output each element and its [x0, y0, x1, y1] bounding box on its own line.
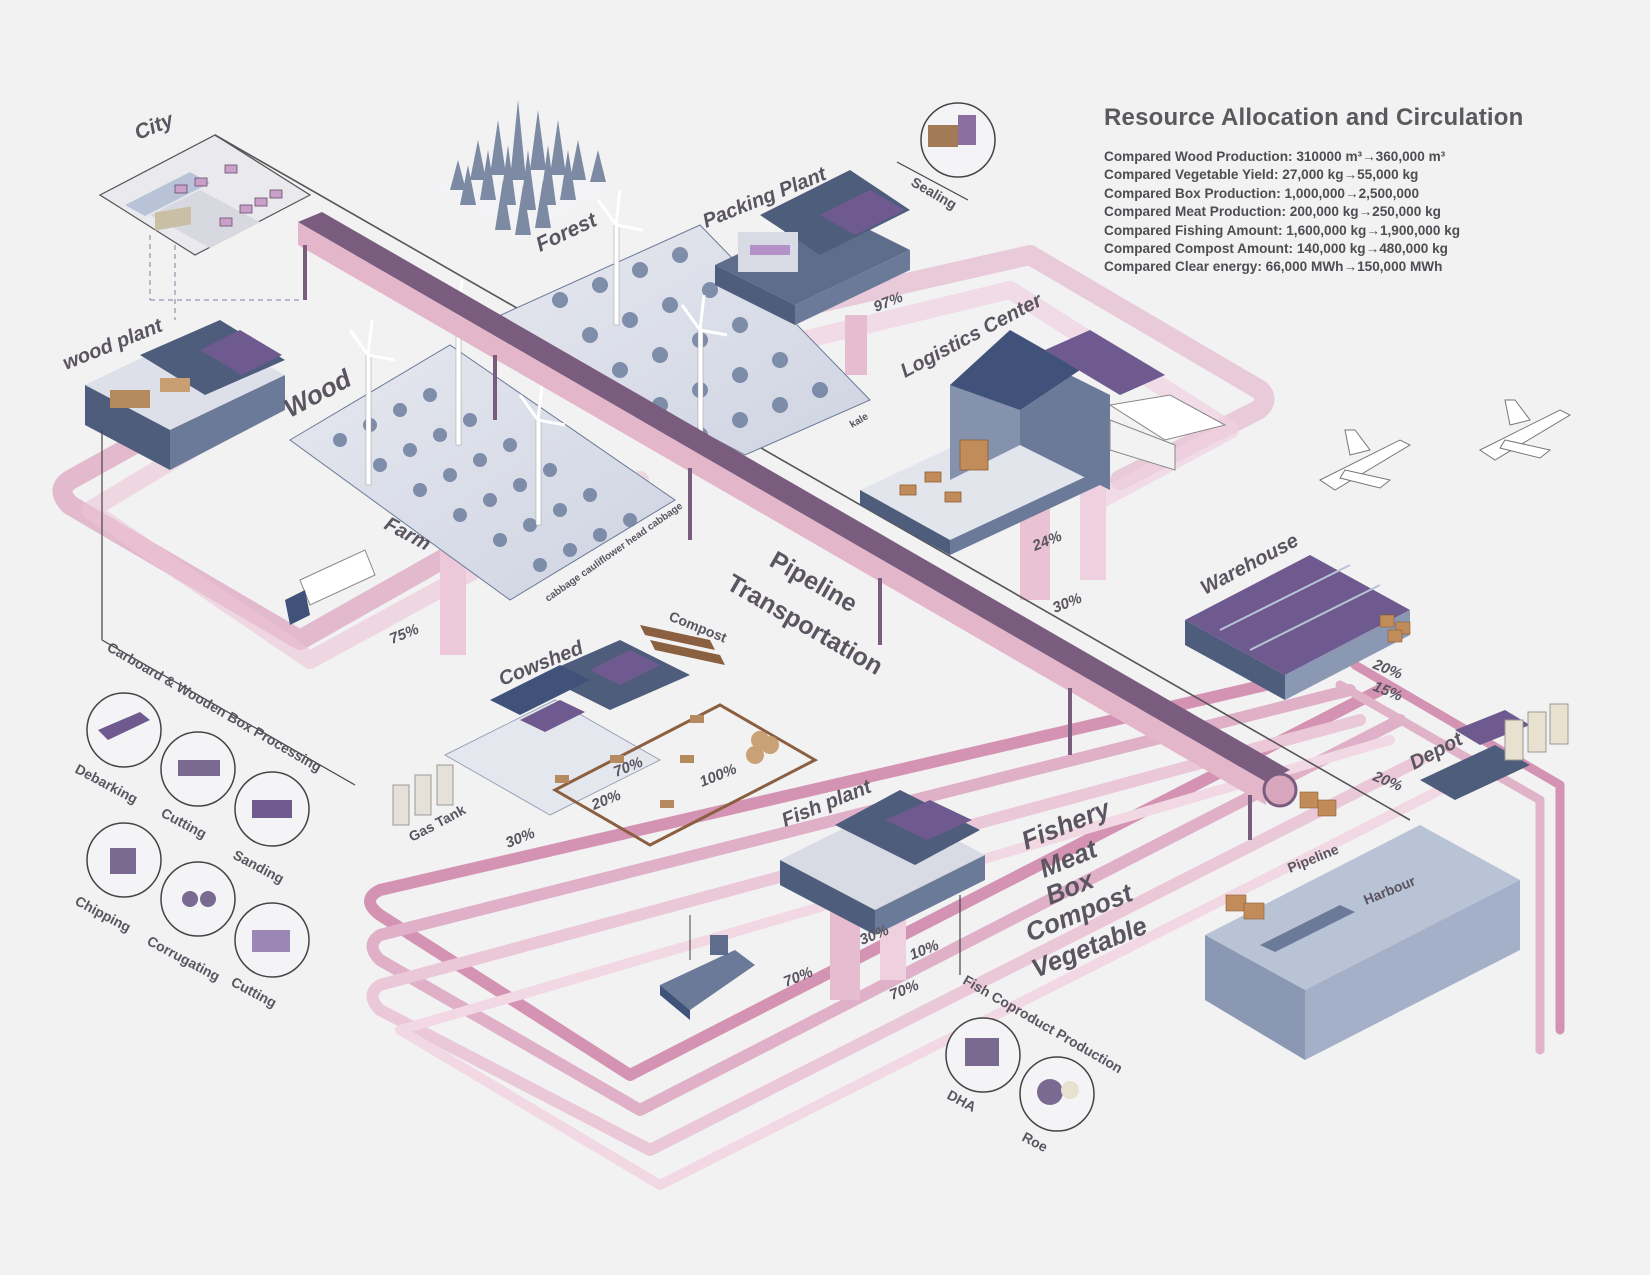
stat-meat: Compared Meat Production: 200,000 kg→250…: [1104, 204, 1441, 220]
delivery-truck: [285, 549, 376, 625]
percent-30b: 30%: [503, 825, 537, 852]
process-sanding: [234, 771, 310, 847]
south-loop-ribbon-1: [364, 664, 1386, 1081]
process-label-chipping: Chipping: [73, 893, 134, 936]
south-loop-ribbon-2: [366, 684, 1406, 1116]
stat-fishing: Compared Fishing Amount: 1,600,000 kg→1,…: [1104, 222, 1461, 238]
process-label-sanding: Sanding: [231, 847, 287, 887]
ne-loop-ribbon: [690, 245, 1275, 490]
process-debarking: [86, 692, 162, 768]
diagram-title: Resource Allocation and Circulation: [1104, 104, 1524, 131]
process-corrugating: [160, 861, 236, 937]
city: City: [98, 108, 312, 320]
coproduct-label-roe: Roe: [1020, 1129, 1051, 1156]
packing-plant: Packing Plant Sealing: [700, 102, 996, 325]
stem-packing: [845, 315, 867, 375]
depot: Depot: [1406, 703, 1569, 800]
stat-compost: Compared Compost Amount: 140,000 kg→480,…: [1104, 241, 1448, 257]
forest: Forest: [430, 100, 610, 257]
kale-label: kale: [848, 411, 871, 430]
city-label: City: [131, 108, 178, 145]
fishing-boat: [660, 915, 755, 1020]
percent-30a: 30%: [1050, 590, 1084, 617]
process-label-cutting-1: Cutting: [159, 805, 210, 842]
stats-panel: Resource Allocation and Circulation Comp…: [1104, 104, 1624, 277]
process-label-debarking: Debarking: [73, 761, 141, 807]
stat-wood: Compared Wood Production: 310000 m³→360,…: [1104, 149, 1446, 164]
depot-ribbon-1: [1350, 660, 1565, 1035]
coproduct-roe: [1019, 1056, 1095, 1132]
process-chipping: [86, 822, 162, 898]
warehouse: Warehouse: [1185, 530, 1411, 700]
box-processing: Carboard & Wooden Box Processing Debarki…: [73, 639, 325, 1011]
stat-vegetable: Compared Vegetable Yield: 27,000 kg→55,0…: [1104, 167, 1419, 183]
farm-field-west: [289, 344, 676, 601]
process-label-corrugating: Corrugating: [145, 933, 223, 985]
forest-trees: [450, 100, 606, 235]
airplanes: [1319, 399, 1572, 491]
process-label-cutting-2: Cutting: [229, 974, 280, 1011]
process-cutting-1: [160, 731, 236, 807]
percent-100: 100%: [697, 761, 739, 791]
process-cutting-2: [234, 902, 310, 978]
city-connector-line: [214, 134, 1411, 821]
stat-energy: Compared Clear energy: 66,000 MWh→150,00…: [1104, 259, 1443, 275]
sealing-label: Sealing: [909, 174, 960, 213]
west-loop-ribbon: [52, 370, 610, 650]
south-loop-ribbon-3: [366, 714, 1426, 1156]
stat-box: Compared Box Production: 1,000,000→2,500…: [1104, 185, 1420, 201]
coproduct-dha: [945, 1017, 1021, 1093]
depot-ribbon-2: [1335, 680, 1545, 1055]
